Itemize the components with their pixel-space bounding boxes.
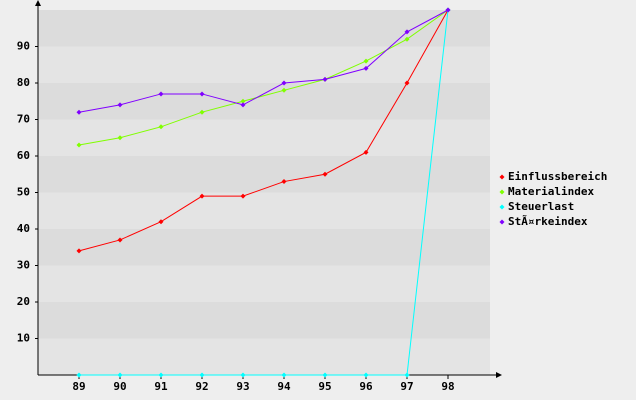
data-point (117, 135, 123, 141)
grid-band (38, 338, 490, 375)
data-point (404, 36, 410, 42)
x-tick-label: 96 (359, 380, 373, 393)
x-tick-label: 89 (72, 380, 85, 393)
y-tick-label: 10 (17, 332, 30, 345)
x-tick-label: 94 (277, 380, 291, 393)
data-point (199, 372, 205, 378)
data-point (404, 80, 410, 86)
grid-band (38, 302, 490, 339)
data-point (76, 248, 82, 254)
data-point (240, 102, 246, 108)
data-point (117, 237, 123, 243)
y-tick-label: 80 (17, 76, 30, 89)
data-point (199, 109, 205, 115)
data-point (322, 372, 328, 378)
grid-band (38, 83, 490, 120)
y-tick-label: 40 (17, 222, 30, 235)
data-point (240, 372, 246, 378)
data-point (445, 7, 451, 13)
grid-band (38, 265, 490, 302)
legend-label: Einflussbereich (508, 170, 607, 183)
legend-marker (499, 189, 505, 195)
data-point (199, 193, 205, 199)
legend-marker (499, 204, 505, 210)
y-tick-label: 20 (17, 295, 30, 308)
data-point (281, 179, 287, 185)
data-point (158, 372, 164, 378)
data-point (158, 219, 164, 225)
grid-band (38, 46, 490, 83)
grid-band (38, 119, 490, 156)
data-point (404, 372, 410, 378)
data-point (322, 76, 328, 82)
legend-label: Steuerlast (508, 200, 574, 213)
data-point (76, 372, 82, 378)
y-tick-label: 60 (17, 149, 30, 162)
y-tick-label: 90 (17, 40, 30, 53)
legend-label: Materialindex (508, 185, 594, 198)
series-line (78, 9, 449, 252)
grid-band (38, 192, 490, 229)
x-tick-label: 97 (400, 380, 413, 393)
series-line (79, 9, 449, 376)
x-tick-label: 91 (154, 380, 168, 393)
x-tick-label: 98 (441, 380, 454, 393)
y-axis-arrow (35, 0, 41, 6)
data-point (404, 29, 410, 35)
legend-label: StÃ¤rkeindex (508, 215, 588, 228)
x-tick-label: 90 (113, 380, 126, 393)
data-point (281, 87, 287, 93)
data-point (363, 65, 369, 71)
data-point (240, 98, 246, 104)
data-point (322, 171, 328, 177)
y-tick-label: 50 (17, 186, 30, 199)
data-point (158, 91, 164, 97)
data-point (281, 80, 287, 86)
legend-marker (499, 174, 505, 180)
data-point (117, 372, 123, 378)
data-point (281, 372, 287, 378)
data-point (76, 109, 82, 115)
data-point (363, 372, 369, 378)
data-point (363, 58, 369, 64)
grid-band (38, 156, 490, 193)
legend-marker (499, 219, 505, 225)
series-line (78, 9, 449, 113)
y-tick-label: 30 (17, 259, 30, 272)
x-tick-label: 92 (195, 380, 208, 393)
x-tick-label: 95 (318, 380, 331, 393)
data-point (363, 149, 369, 155)
y-tick-label: 70 (17, 113, 30, 126)
x-axis-arrow (496, 372, 502, 378)
data-point (199, 91, 205, 97)
x-tick-label: 93 (236, 380, 249, 393)
data-point (76, 142, 82, 148)
data-point (117, 102, 123, 108)
data-point (158, 124, 164, 130)
data-point (240, 193, 246, 199)
grid-band (38, 229, 490, 266)
